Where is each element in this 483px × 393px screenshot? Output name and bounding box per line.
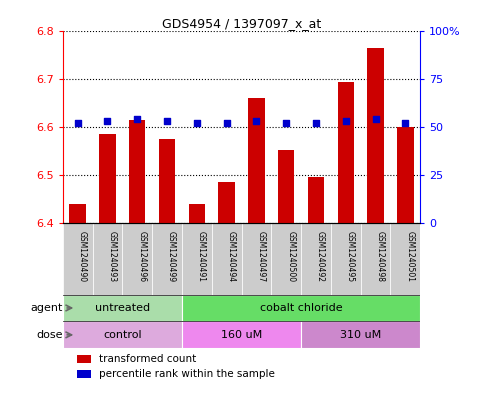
Bar <box>182 321 301 348</box>
FancyBboxPatch shape <box>390 223 420 294</box>
Text: GSM1240490: GSM1240490 <box>78 231 86 283</box>
FancyBboxPatch shape <box>271 223 301 294</box>
Text: control: control <box>103 330 142 340</box>
FancyBboxPatch shape <box>212 223 242 294</box>
Text: GSM1240499: GSM1240499 <box>167 231 176 283</box>
FancyBboxPatch shape <box>152 223 182 294</box>
Point <box>133 116 141 123</box>
Bar <box>159 139 175 223</box>
Bar <box>368 48 384 223</box>
Bar <box>63 321 182 348</box>
Bar <box>397 127 413 223</box>
Point <box>163 118 171 125</box>
Title: GDS4954 / 1397097_x_at: GDS4954 / 1397097_x_at <box>162 17 321 30</box>
Text: GSM1240491: GSM1240491 <box>197 231 206 283</box>
Text: GSM1240493: GSM1240493 <box>108 231 116 283</box>
Text: GSM1240492: GSM1240492 <box>316 231 325 283</box>
FancyBboxPatch shape <box>301 223 331 294</box>
Text: agent: agent <box>30 303 63 313</box>
Bar <box>248 98 265 223</box>
Bar <box>129 120 145 223</box>
Text: 160 uM: 160 uM <box>221 330 262 340</box>
Bar <box>278 150 294 223</box>
FancyBboxPatch shape <box>331 223 361 294</box>
Bar <box>308 177 324 223</box>
Point <box>282 120 290 127</box>
Bar <box>338 82 354 223</box>
Point <box>104 118 112 125</box>
Point <box>223 120 230 127</box>
Text: GSM1240500: GSM1240500 <box>286 231 295 283</box>
Bar <box>182 294 420 321</box>
Text: percentile rank within the sample: percentile rank within the sample <box>99 369 274 379</box>
Text: GSM1240494: GSM1240494 <box>227 231 236 283</box>
FancyBboxPatch shape <box>361 223 390 294</box>
Text: dose: dose <box>36 330 63 340</box>
Text: untreated: untreated <box>95 303 150 313</box>
Bar <box>77 370 91 378</box>
FancyBboxPatch shape <box>182 223 212 294</box>
Text: GSM1240501: GSM1240501 <box>405 231 414 283</box>
Bar <box>189 204 205 223</box>
Text: GSM1240497: GSM1240497 <box>256 231 265 283</box>
Text: GSM1240495: GSM1240495 <box>346 231 355 283</box>
Point <box>342 118 350 125</box>
FancyBboxPatch shape <box>93 223 122 294</box>
FancyBboxPatch shape <box>242 223 271 294</box>
Bar <box>218 182 235 223</box>
Point <box>253 118 260 125</box>
Point <box>74 120 82 127</box>
Point <box>312 120 320 127</box>
Text: 310 uM: 310 uM <box>340 330 381 340</box>
Point <box>193 120 201 127</box>
Text: cobalt chloride: cobalt chloride <box>260 303 342 313</box>
Bar <box>301 321 420 348</box>
Text: GSM1240496: GSM1240496 <box>137 231 146 283</box>
Bar <box>99 134 115 223</box>
Point <box>372 116 380 123</box>
Point <box>401 120 409 127</box>
FancyBboxPatch shape <box>122 223 152 294</box>
Text: GSM1240498: GSM1240498 <box>376 231 384 283</box>
Bar <box>77 355 91 363</box>
FancyBboxPatch shape <box>63 223 93 294</box>
Text: transformed count: transformed count <box>99 354 196 364</box>
Bar <box>63 294 182 321</box>
Bar <box>70 204 86 223</box>
